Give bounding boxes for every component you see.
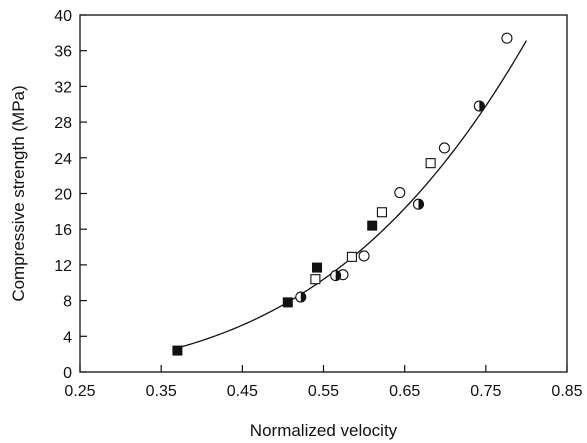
x-axis: 0.25 0.35 0.45 0.55 0.65 0.75 0.85 <box>64 365 583 400</box>
plot-frame <box>79 14 568 373</box>
fit-curve-layer <box>177 40 527 349</box>
data-point-half-filled-circle <box>295 291 307 303</box>
y-tick-label: 8 <box>63 294 72 311</box>
x-tick-label: 0.75 <box>470 383 501 400</box>
half-circle-fill <box>300 292 306 303</box>
data-points <box>172 32 513 356</box>
y-axis-title: Compressive strength (MPa) <box>9 85 28 301</box>
y-tick-label: 40 <box>54 8 72 25</box>
x-tick-label: 0.25 <box>64 383 95 400</box>
data-point-open-square <box>376 207 387 218</box>
y-tick-label: 20 <box>54 187 72 204</box>
y-tick-label: 16 <box>54 222 72 239</box>
data-point-open-square <box>346 251 357 262</box>
y-tick-label: 0 <box>63 365 72 382</box>
x-tick-label: 0.85 <box>551 383 582 400</box>
x-tick-label: 0.45 <box>227 383 258 400</box>
data-point-half-filled-circle <box>412 198 425 210</box>
y-tick-label: 12 <box>54 258 72 275</box>
data-point-filled-square <box>172 345 183 356</box>
plot-area <box>79 14 568 373</box>
data-point-open-circle <box>394 187 406 199</box>
fit-curve <box>177 40 527 349</box>
half-circle-fill <box>418 199 424 210</box>
data-point-half-filled-circle <box>330 270 342 282</box>
half-circle-fill <box>479 101 485 112</box>
x-tick-label: 0.55 <box>308 383 339 400</box>
data-point-filled-square <box>367 220 378 231</box>
half-circle-fill <box>335 270 341 281</box>
data-point-open-circle <box>501 32 513 44</box>
y-tick-label: 28 <box>54 115 72 132</box>
x-tick-label: 0.65 <box>389 383 420 400</box>
data-point-half-filled-circle <box>473 100 485 112</box>
y-tick-label: 24 <box>54 151 72 168</box>
data-point-open-square <box>425 158 436 169</box>
y-tick-label: 32 <box>54 79 72 96</box>
y-axis: 0 4 8 12 16 20 24 28 32 36 40 <box>54 8 87 382</box>
data-point-open-circle <box>438 142 450 154</box>
data-point-open-square <box>310 274 321 285</box>
data-point-filled-square <box>312 262 323 273</box>
data-point-open-circle <box>358 250 370 262</box>
y-tick-label: 4 <box>63 329 72 346</box>
x-axis-title: Normalized velocity <box>250 421 398 440</box>
y-tick-label: 36 <box>54 44 72 61</box>
data-point-filled-square <box>282 297 293 308</box>
x-tick-label: 0.35 <box>146 383 177 400</box>
